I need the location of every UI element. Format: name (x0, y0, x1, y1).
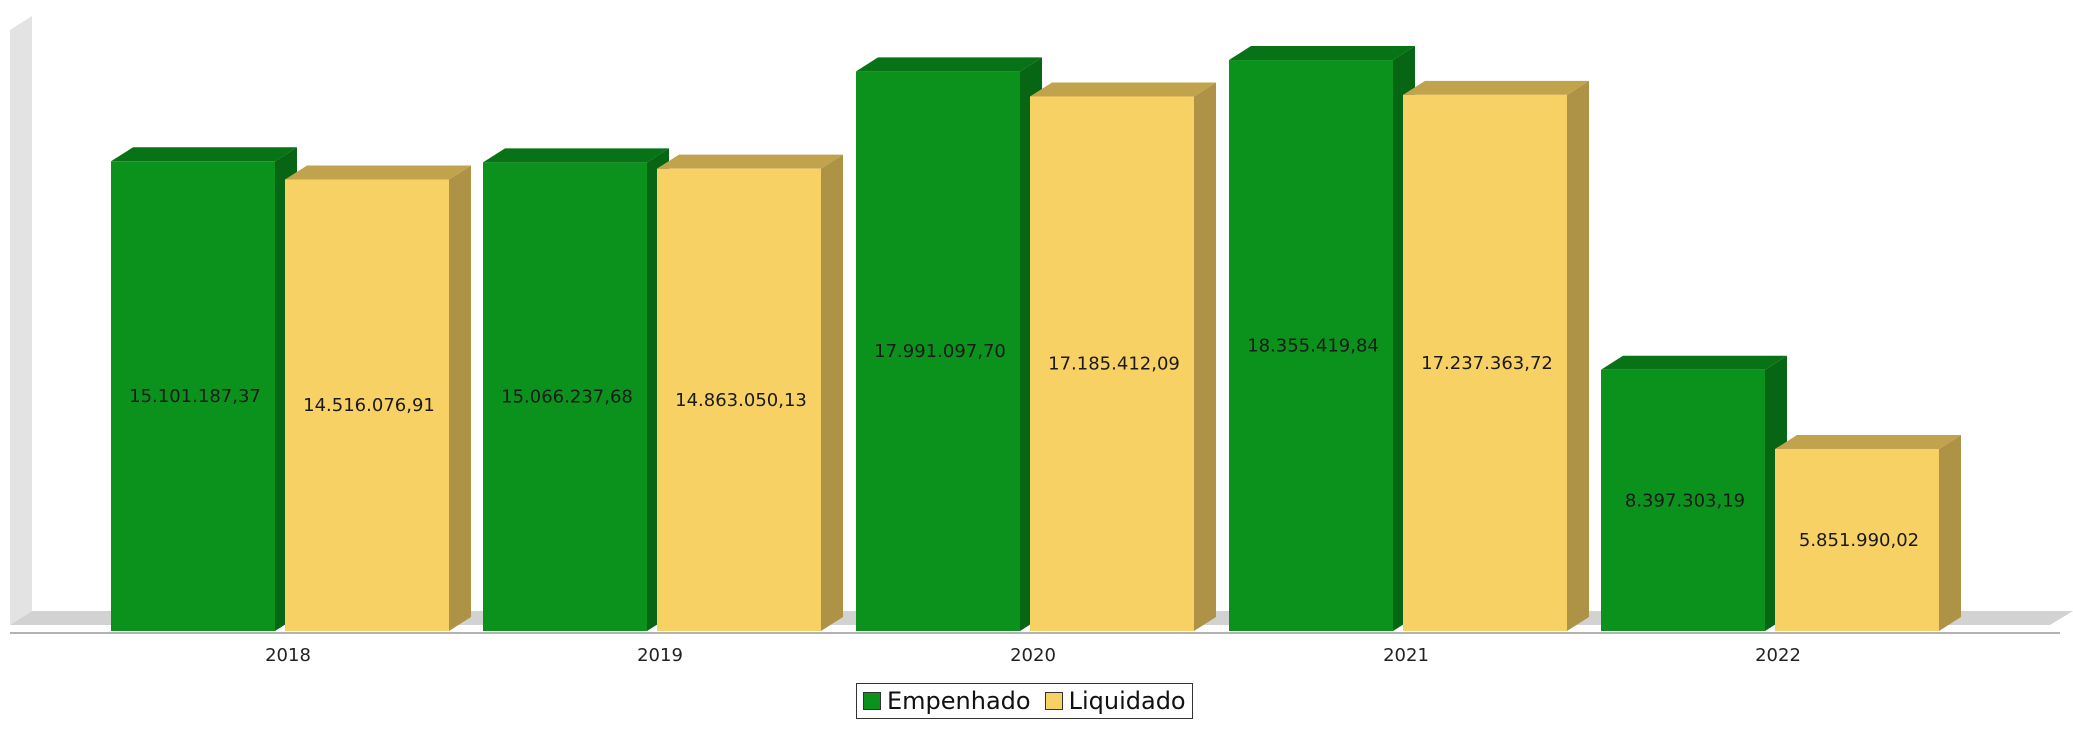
bar-top-liquidado-2019 (657, 154, 843, 169)
bar-liquidado-2019 (657, 154, 843, 631)
legend-item-liquidado: Liquidado (1044, 687, 1186, 715)
bar-front-liquidado-2019 (657, 168, 821, 631)
x-tick-2021: 2021 (1383, 645, 1429, 666)
bar-label-empenhado-2018: 15.101.187,37 (129, 386, 261, 407)
bar-top-empenhado-2021 (1229, 46, 1415, 61)
bar-top-empenhado-2022 (1601, 355, 1787, 370)
bar-side-liquidado-2020 (1194, 82, 1216, 631)
bar-side-liquidado-2021 (1567, 80, 1589, 631)
bars-layer (111, 46, 1961, 632)
bar-front-liquidado-2022 (1775, 448, 1939, 631)
bar-side-liquidado-2018 (449, 165, 471, 631)
bar-label-empenhado-2019: 15.066.237,68 (501, 387, 633, 408)
legend-item-empenhado: Empenhado (863, 689, 1031, 713)
bar-top-empenhado-2020 (856, 57, 1042, 72)
bar-top-liquidado-2018 (285, 165, 471, 180)
bar-empenhado-2021 (1229, 46, 1415, 632)
bar-top-empenhado-2019 (483, 148, 669, 163)
legend: Empenhado Liquidado (856, 683, 1193, 719)
x-tick-2018: 2018 (265, 645, 311, 666)
labels-layer: 15.101.187,37 14.516.076,91 15.066.237,68 1… (129, 336, 1919, 551)
bar-side-liquidado-2022 (1939, 434, 1961, 631)
back-wall-edge (10, 16, 32, 625)
bar-label-liquidado-2022: 5.851.990,02 (1799, 530, 1919, 551)
x-tick-2019: 2019 (637, 645, 683, 666)
bar-top-liquidado-2022 (1775, 434, 1961, 449)
legend-label-empenhado: Empenhado (887, 687, 1031, 715)
bar-top-liquidado-2021 (1403, 80, 1589, 95)
bar-label-liquidado-2019: 14.863.050,13 (675, 390, 807, 411)
bar-top-empenhado-2018 (111, 147, 297, 162)
bar-label-empenhado-2020: 17.991.097,70 (874, 341, 1006, 362)
bar-front-empenhado-2020 (856, 71, 1020, 631)
bar-front-empenhado-2022 (1601, 369, 1765, 631)
bar-top-liquidado-2020 (1030, 82, 1216, 97)
bar-liquidado-2021 (1403, 80, 1589, 631)
legend-label-liquidado: Liquidado (1068, 687, 1186, 715)
x-tick-2020: 2020 (1010, 645, 1056, 666)
bar-liquidado-2020 (1030, 82, 1216, 631)
bar-label-liquidado-2018: 14.516.076,91 (303, 395, 435, 416)
bar-liquidado-2022 (1775, 434, 1961, 631)
bar-front-liquidado-2018 (285, 179, 449, 631)
bar-front-empenhado-2021 (1229, 60, 1393, 632)
legend-swatch-liquidado (1044, 692, 1063, 710)
bar-front-empenhado-2019 (483, 162, 647, 631)
bar-label-liquidado-2020: 17.185.412,09 (1048, 354, 1180, 375)
bar-label-empenhado-2021: 18.355.419,84 (1247, 336, 1379, 357)
bar-empenhado-2022 (1601, 355, 1787, 631)
x-tick-labels: 2018 2019 2020 2021 2022 (265, 645, 1801, 666)
bar-liquidado-2018 (285, 165, 471, 631)
bar-front-liquidado-2020 (1030, 96, 1194, 631)
legend-swatch-empenhado (863, 692, 881, 710)
bar-front-liquidado-2021 (1403, 94, 1567, 631)
x-tick-2022: 2022 (1755, 645, 1801, 666)
bar-empenhado-2019 (483, 148, 669, 631)
bar-front-empenhado-2018 (111, 161, 275, 631)
bar-side-liquidado-2019 (821, 154, 843, 631)
bar-label-empenhado-2022: 8.397.303,19 (1625, 490, 1745, 511)
bar-label-liquidado-2021: 17.237.363,72 (1421, 353, 1553, 374)
